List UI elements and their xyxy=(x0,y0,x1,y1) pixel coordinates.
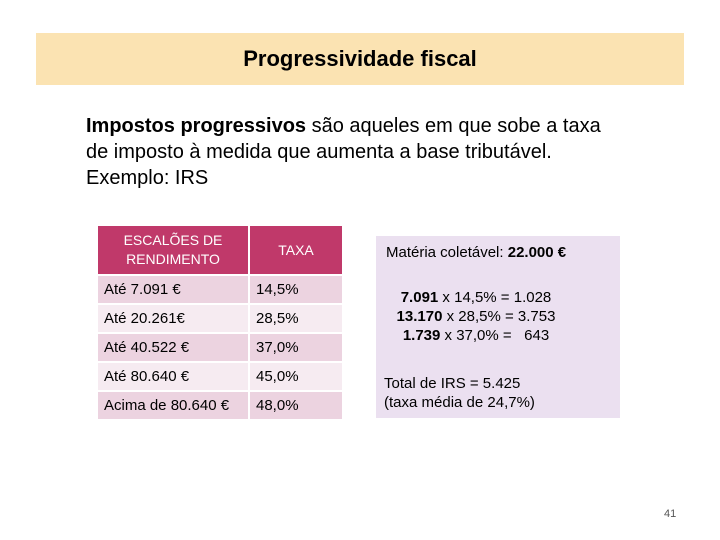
slide-title: Progressividade fiscal xyxy=(243,46,477,71)
intro-bold-term: Impostos progressivos xyxy=(86,115,307,137)
page-number: 41 xyxy=(664,508,677,520)
rate-cell: 45,0% xyxy=(250,363,342,390)
bracket-cell: Até 40.522 € xyxy=(98,334,248,361)
table-row: Até 40.522 € 37,0% xyxy=(98,334,342,361)
bracket-cell: Até 80.640 € xyxy=(98,363,248,390)
calc-rest: x 14,5% = 1.028 xyxy=(438,289,552,306)
header-brackets: ESCALÕES DE RENDIMENTO xyxy=(98,226,248,274)
intro-line-3: Exemplo: IRS xyxy=(86,167,209,189)
calc-amount: 7.091 xyxy=(400,289,439,306)
calc-rest: x 28,5% = 3.753 xyxy=(442,308,556,325)
calc-amount: 13.170 xyxy=(396,308,443,325)
calculation-box: Matéria coletável: 22.000 € 7.091 x 14,5… xyxy=(376,236,620,418)
table-row: Até 7.091 € 14,5% xyxy=(98,276,342,303)
total-line: Total de IRS = 5.425 xyxy=(384,375,521,392)
rate-cell: 48,0% xyxy=(250,392,342,419)
calc-line: 13.170 x 28,5% = 3.753 xyxy=(376,307,576,326)
rate-cell: 28,5% xyxy=(250,305,342,332)
rate-cell: 37,0% xyxy=(250,334,342,361)
intro-paragraph: Impostos progressivos são aqueles em que… xyxy=(86,113,646,191)
bracket-cell: Até 7.091 € xyxy=(98,276,248,303)
table-row: Acima de 80.640 € 48,0% xyxy=(98,392,342,419)
header-rate: TAXA xyxy=(250,226,342,274)
intro-line-1: Impostos progressivos são aqueles em que… xyxy=(86,113,646,139)
intro-line-2: de imposto à medida que aumenta a base t… xyxy=(86,141,552,163)
calc-line: 1.739 x 37,0% = 643 xyxy=(376,326,576,345)
average-rate-line: (taxa média de 24,7%) xyxy=(384,394,535,411)
taxable-amount-label: Matéria coletável: xyxy=(386,244,508,261)
calc-rest: x 37,0% = 643 xyxy=(440,327,550,344)
tax-brackets-table: ESCALÕES DE RENDIMENTO TAXA Até 7.091 € … xyxy=(96,224,344,421)
rate-cell: 14,5% xyxy=(250,276,342,303)
table-header-row: ESCALÕES DE RENDIMENTO TAXA xyxy=(98,226,342,274)
table-row: Até 80.640 € 45,0% xyxy=(98,363,342,390)
total-tax: Total de IRS = 5.425 (taxa média de 24,7… xyxy=(384,374,535,412)
table-row: Até 20.261€ 28,5% xyxy=(98,305,342,332)
calc-line: 7.091 x 14,5% = 1.028 xyxy=(376,288,576,307)
intro-line-1-rest: são aqueles em que sobe a taxa xyxy=(306,115,601,137)
calculation-lines: 7.091 x 14,5% = 1.028 13.170 x 28,5% = 3… xyxy=(376,288,576,345)
taxable-amount-line: Matéria coletável: 22.000 € xyxy=(386,244,566,261)
bracket-cell: Até 20.261€ xyxy=(98,305,248,332)
bracket-cell: Acima de 80.640 € xyxy=(98,392,248,419)
calc-amount: 1.739 xyxy=(402,327,441,344)
title-banner: Progressividade fiscal xyxy=(36,33,684,85)
taxable-amount-value: 22.000 € xyxy=(507,244,567,261)
